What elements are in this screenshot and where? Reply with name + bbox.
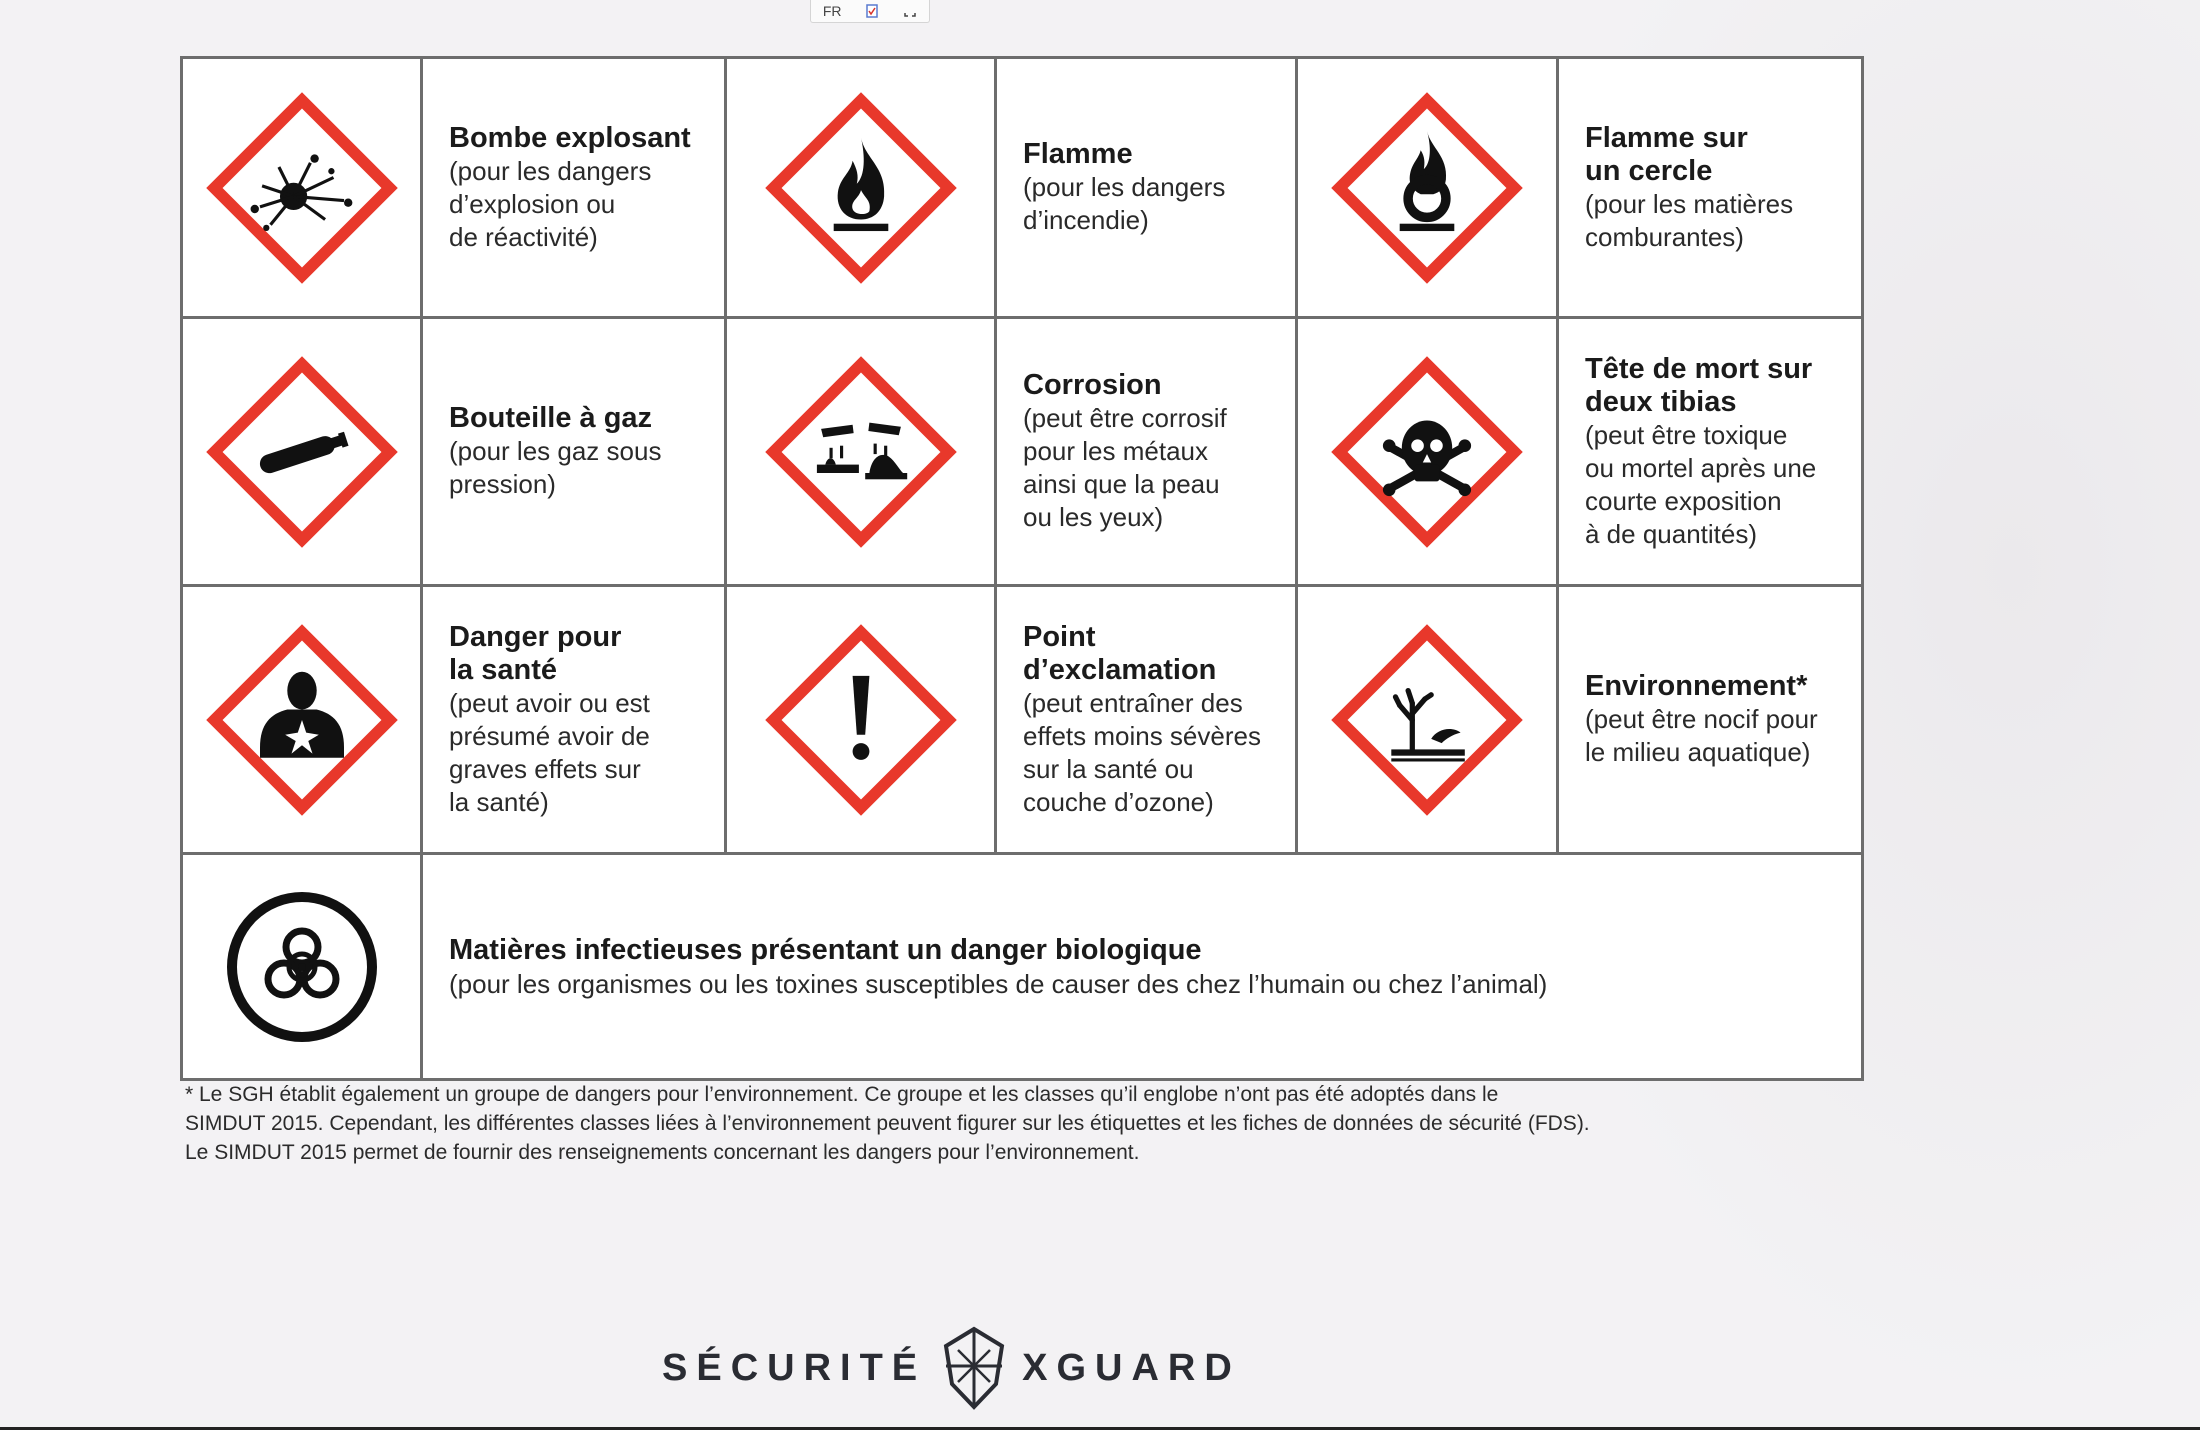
hazard-title: Environnement* xyxy=(1585,670,1808,702)
brand-name-left: SÉCURITÉ xyxy=(662,1346,927,1389)
pictogram-cell xyxy=(180,56,423,319)
hazard-title: Bombe explosant xyxy=(449,121,691,154)
hazard-title: Flamme sur un cercle xyxy=(1585,121,1748,187)
corrosion-icon xyxy=(764,355,957,548)
hazard-description: (peut entraîner des effets moins sévères… xyxy=(1023,687,1261,817)
pictogram-cell xyxy=(180,316,423,587)
hazard-description: (peut être toxique ou mortel après une c… xyxy=(1585,419,1817,549)
hazard-description-cell: Bouteille à gaz (pour les gaz sous press… xyxy=(420,316,727,587)
hazard-title: Tête de mort sur deux tibias xyxy=(1585,352,1813,418)
hazard-description: (pour les gaz sous pression) xyxy=(449,436,662,499)
ghs-pictogram-table: Bombe explosant (pour les dangers d’expl… xyxy=(180,56,1864,1081)
hazard-description-cell: Danger pour la santé (peut avoir ou est … xyxy=(420,584,727,855)
flame-icon xyxy=(764,91,957,284)
hazard-description-cell: Corrosion (peut être corrosif pour les m… xyxy=(994,316,1298,587)
mini-toolbar: FR xyxy=(810,0,930,23)
footnote: * Le SGH établit également un groupe de … xyxy=(185,1083,1590,1164)
exclamation-mark-icon xyxy=(764,623,957,816)
hazard-title: Matières infectieuses présentant un dang… xyxy=(449,933,1202,966)
hazard-description: (pour les dangers d’explosion ou de réac… xyxy=(449,155,652,252)
hazard-title: Flamme xyxy=(1023,138,1133,170)
pictogram-cell xyxy=(724,316,997,587)
hazard-description-cell: Tête de mort sur deux tibias (peut être … xyxy=(1556,316,1864,587)
shield-logo-icon xyxy=(943,1326,1005,1410)
pictogram-cell xyxy=(180,584,423,855)
pictogram-cell xyxy=(724,584,997,855)
hazard-description-cell: Point d’exclamation (peut entraîner des … xyxy=(994,584,1298,855)
skull-crossbones-icon xyxy=(1331,355,1523,548)
hazard-description-cell: Flamme sur un cercle (pour les matières … xyxy=(1556,56,1864,319)
hazard-title: Corrosion xyxy=(1023,369,1162,401)
hazard-description-cell: Environnement* (peut être nocif pour le … xyxy=(1556,584,1864,855)
language-label[interactable]: FR xyxy=(822,3,842,19)
environment-icon xyxy=(1331,623,1523,816)
hazard-title: Bouteille à gaz xyxy=(449,402,653,434)
hazard-description: (pour les matières comburantes) xyxy=(1585,188,1794,252)
pictogram-cell xyxy=(724,56,997,319)
hazard-description: (peut avoir ou est présumé avoir de grav… xyxy=(449,687,650,817)
biohazard-icon xyxy=(226,891,377,1042)
hazard-description: (peut être nocif pour le milieu aquatiqu… xyxy=(1585,704,1818,767)
table-row: Matières infectieuses présentant un dang… xyxy=(180,852,1864,1081)
hazard-title: Danger pour la santé xyxy=(449,620,622,686)
hazard-description: (peut être corrosif pour les métaux ains… xyxy=(1023,403,1227,532)
hazard-description-cell: Flamme (pour les dangers d’incendie) xyxy=(994,56,1298,319)
gas-cylinder-icon xyxy=(205,355,398,548)
hazard-description-cell: Bombe explosant (pour les dangers d’expl… xyxy=(420,56,727,319)
bottom-border xyxy=(0,1427,2200,1430)
pictogram-cell xyxy=(180,852,423,1081)
health-hazard-icon xyxy=(205,623,398,816)
pictogram-cell xyxy=(1295,56,1559,319)
pictogram-cell xyxy=(1295,316,1559,587)
table-row: Danger pour la santé (peut avoir ou est … xyxy=(180,584,1864,855)
flame-over-circle-icon xyxy=(1331,91,1523,284)
expand-icon[interactable] xyxy=(903,4,917,18)
hazard-description-cell: Matières infectieuses présentant un dang… xyxy=(420,852,1864,1081)
exploding-bomb-icon xyxy=(205,91,398,284)
hazard-description: (pour les dangers d’incendie) xyxy=(1023,172,1226,235)
document-icon[interactable] xyxy=(865,4,879,18)
brand-logo: SÉCURITÉ XGUARD xyxy=(662,1326,1241,1410)
brand-name-right: XGUARD xyxy=(1022,1346,1241,1389)
pictogram-cell xyxy=(1295,584,1559,855)
hazard-title: Point d’exclamation xyxy=(1023,620,1217,686)
hazard-description: (pour les organismes ou les toxines susc… xyxy=(449,968,1548,999)
table-row: Bouteille à gaz (pour les gaz sous press… xyxy=(180,316,1864,587)
table-row: Bombe explosant (pour les dangers d’expl… xyxy=(180,56,1864,319)
